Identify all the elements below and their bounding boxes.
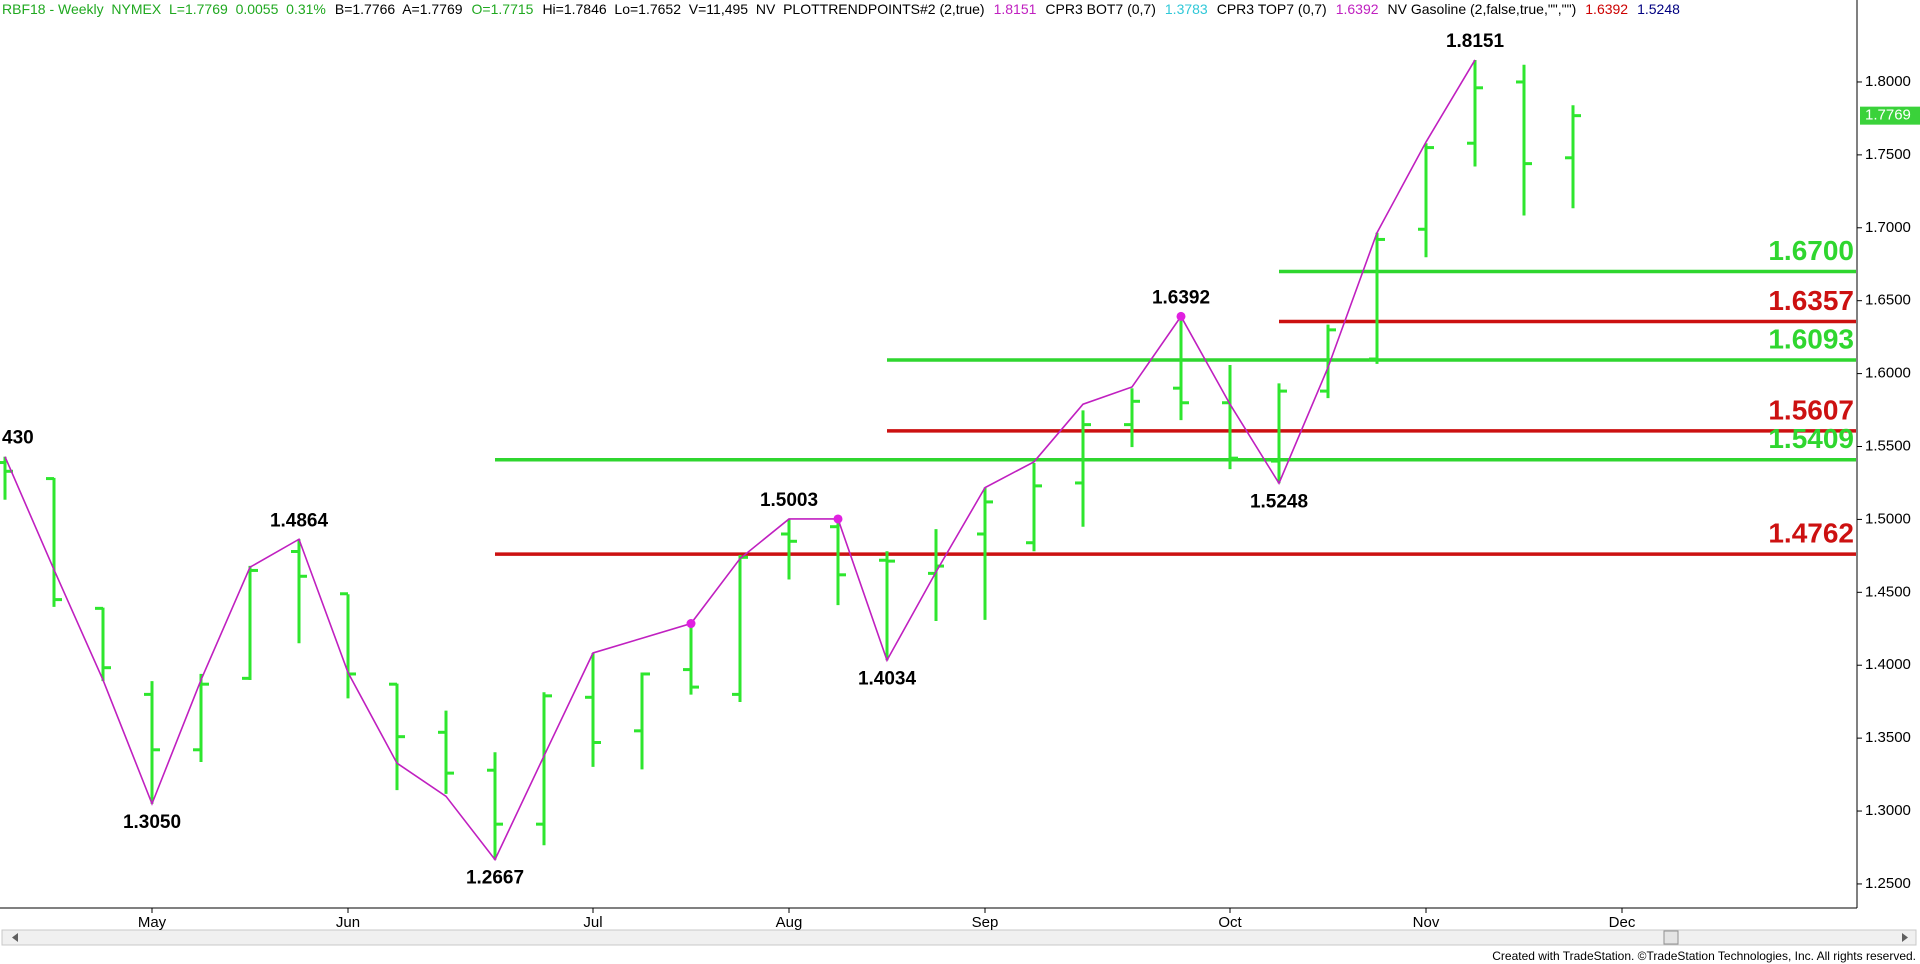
- y-tick-label: 1.3000: [1865, 802, 1911, 819]
- header-text: RBF18 - Weekly NYMEX L=1.7769 0.0055 0.3…: [2, 1, 1680, 17]
- header: RBF18 - Weekly NYMEX L=1.7769 0.0055 0.3…: [2, 1, 1680, 17]
- y-tick-label: 1.6000: [1865, 365, 1911, 382]
- header-segment: 1.5248: [1637, 1, 1680, 17]
- swing-label: 1.3050: [123, 812, 181, 833]
- header-segment: NV Gasoline (2,false,true,"",""): [1388, 1, 1577, 17]
- level-label: 1.5409: [1768, 423, 1854, 454]
- swing-label: 1.5248: [1250, 491, 1308, 512]
- level-label: 1.6093: [1768, 323, 1854, 354]
- y-tick-label: 1.5000: [1865, 510, 1911, 527]
- level-label: 1.4762: [1768, 518, 1854, 549]
- pivot-point: [833, 514, 843, 524]
- last-price-label: 1.7769: [1865, 107, 1911, 124]
- x-tick-label: Oct: [1218, 914, 1242, 931]
- y-tick-label: 1.6500: [1865, 292, 1911, 309]
- y-tick-label: 1.7000: [1865, 219, 1911, 236]
- y-tick-label: 1.3500: [1865, 729, 1911, 746]
- y-tick-label: 1.2500: [1865, 875, 1911, 892]
- trend-line: [4, 59, 1476, 862]
- pivot-point: [1176, 311, 1186, 321]
- last-price-box: [1860, 106, 1920, 125]
- y-tick-label: 1.5500: [1865, 437, 1911, 454]
- level-label: 1.5607: [1768, 394, 1854, 425]
- swing-label: 430: [2, 428, 34, 449]
- swing-label: 1.8151: [1446, 31, 1505, 52]
- level-label: 1.6700: [1768, 235, 1854, 266]
- swing-label: 1.6392: [1152, 287, 1210, 308]
- scroll-right-arrow[interactable]: [1902, 933, 1908, 942]
- footer: Created with TradeStation. ©TradeStation…: [1492, 949, 1916, 963]
- x-tick-label: Jul: [583, 914, 602, 931]
- header-segment: Hi=1.7846 Lo=1.7652 V=11,495 NV PLOTTREN…: [542, 1, 984, 17]
- swing-label: 1.4864: [270, 510, 329, 531]
- level-label: 1.6357: [1768, 285, 1854, 316]
- header-segment: RBF18 - Weekly NYMEX L=1.7769 0.0055 0.3…: [2, 1, 326, 17]
- header-segment: CPR3 TOP7 (0,7): [1217, 1, 1327, 17]
- x-tick-label: Sep: [972, 914, 999, 931]
- header-segment: 1.8151: [994, 1, 1037, 17]
- y-tick-label: 1.7500: [1865, 146, 1911, 163]
- scrollbar-track[interactable]: [1, 929, 1917, 946]
- header-segment: 1.3783: [1165, 1, 1208, 17]
- y-tick-label: 1.8000: [1865, 73, 1911, 90]
- x-tick-label: Aug: [776, 914, 803, 931]
- x-tick-label: May: [138, 914, 167, 931]
- header-segment: 1.6392: [1336, 1, 1379, 17]
- x-tick-label: Dec: [1609, 914, 1636, 931]
- scrollbar-thumb[interactable]: [1663, 930, 1679, 945]
- header-segment: CPR3 BOT7 (0,7): [1045, 1, 1155, 17]
- header-segment: 1.6392: [1585, 1, 1628, 17]
- x-tick-label: Jun: [336, 914, 360, 931]
- header-segment: B=1.7766 A=1.7769: [335, 1, 463, 17]
- y-tick-label: 1.4000: [1865, 656, 1911, 673]
- scrollbar[interactable]: [1, 929, 1917, 946]
- header-segment: O=1.7715: [472, 1, 534, 17]
- swing-label: 1.2667: [466, 868, 524, 889]
- y-tick-label: 1.4500: [1865, 583, 1911, 600]
- scroll-left-arrow[interactable]: [12, 933, 18, 942]
- swing-label: 1.4034: [858, 668, 917, 689]
- x-tick-label: Nov: [1413, 914, 1440, 931]
- pivot-point: [686, 619, 696, 629]
- swing-label: 1.5003: [760, 490, 818, 511]
